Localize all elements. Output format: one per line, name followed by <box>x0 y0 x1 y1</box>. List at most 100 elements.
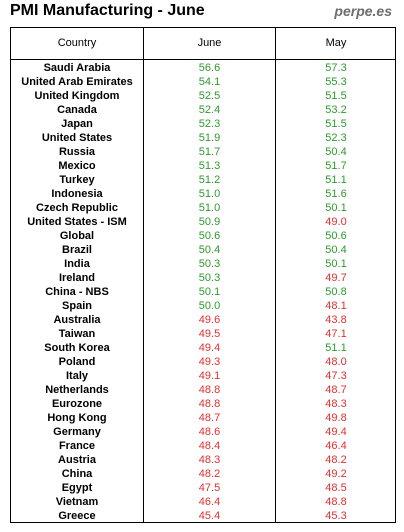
table-row: China - NBS 50.1 50.8 <box>11 285 395 299</box>
column-divider <box>275 28 276 522</box>
table-row: United Kingdom 52.5 51.5 <box>11 89 395 103</box>
june-value: 50.6 <box>198 230 221 242</box>
country-cell: China - NBS <box>45 286 109 298</box>
country-cell: Japan <box>61 118 93 130</box>
country-cell: Taiwan <box>58 328 96 340</box>
header-june: June <box>197 37 222 49</box>
may-value: 50.6 <box>325 230 347 242</box>
june-value: 52.5 <box>198 90 221 102</box>
june-value: 54.1 <box>198 76 221 88</box>
may-value: 51.1 <box>325 342 347 354</box>
country-cell: Eurozone <box>51 398 103 410</box>
june-value: 56.6 <box>198 62 221 74</box>
may-value: 51.7 <box>325 160 347 172</box>
table-row: Poland 49.3 48.0 <box>11 355 395 369</box>
country-cell: Australia <box>53 314 101 326</box>
table-row: Australia 49.6 43.8 <box>11 313 395 327</box>
june-value: 48.2 <box>198 468 221 480</box>
country-cell: Netherlands <box>45 384 109 396</box>
june-value: 51.3 <box>198 160 221 172</box>
country-cell: China <box>61 468 93 480</box>
june-value: 52.4 <box>198 104 221 116</box>
table-row: Netherlands 48.8 48.7 <box>11 383 395 397</box>
may-value: 48.7 <box>325 384 347 396</box>
country-cell: Mexico <box>58 160 96 172</box>
may-value: 49.8 <box>325 412 347 424</box>
table-row: Spain 50.0 48.1 <box>11 299 395 313</box>
june-value: 48.6 <box>198 426 221 438</box>
june-value: 50.1 <box>198 286 221 298</box>
june-value: 51.7 <box>198 146 221 158</box>
may-value: 48.8 <box>325 496 347 508</box>
header-divider <box>11 59 395 60</box>
june-value: 48.8 <box>198 398 221 410</box>
country-cell: Canada <box>57 104 97 116</box>
june-value: 50.3 <box>198 258 221 270</box>
country-cell: United States <box>41 132 113 144</box>
june-value: 46.4 <box>198 496 221 508</box>
column-divider <box>143 28 144 522</box>
pmi-table: Country June May Saudi Arabia 56.6 57.3 Uni… <box>10 27 396 523</box>
table-row: Czech Republic 51.0 50.1 <box>11 201 395 215</box>
may-value: 47.3 <box>325 370 347 382</box>
header-may: May <box>325 37 347 49</box>
country-cell: Brazil <box>62 244 92 256</box>
country-cell: India <box>64 258 90 270</box>
table-row: China 48.2 49.2 <box>11 467 395 481</box>
table-row: France 48.4 46.4 <box>11 439 395 453</box>
country-cell: France <box>58 440 96 452</box>
june-value: 48.7 <box>198 412 221 424</box>
table-row: Global 50.6 50.6 <box>11 229 395 243</box>
table-row: Russia 51.7 50.4 <box>11 145 395 159</box>
may-value: 49.2 <box>325 468 347 480</box>
table-row: Saudi Arabia 56.6 57.3 <box>11 61 395 75</box>
may-value: 50.1 <box>325 258 347 270</box>
country-cell: Germany <box>53 426 101 438</box>
header-country: Country <box>57 37 97 49</box>
country-cell: Saudi Arabia <box>43 62 111 74</box>
may-value: 49.7 <box>325 272 347 284</box>
may-value: 53.2 <box>325 104 347 116</box>
country-cell: Czech Republic <box>36 202 118 214</box>
table-row: South Korea 49.4 51.1 <box>11 341 395 355</box>
may-value: 49.0 <box>325 216 347 228</box>
june-value: 51.2 <box>198 174 221 186</box>
table-row: Vietnam 46.4 48.8 <box>11 495 395 509</box>
june-value: 49.1 <box>198 370 221 382</box>
june-value: 49.4 <box>198 342 221 354</box>
may-value: 48.5 <box>325 482 347 494</box>
country-cell: Indonesia <box>51 188 103 200</box>
may-value: 48.3 <box>325 398 347 410</box>
may-value: 48.2 <box>325 454 347 466</box>
country-cell: United Arab Emirates <box>21 76 133 88</box>
table-row: Turkey 51.2 51.1 <box>11 173 395 187</box>
may-value: 50.4 <box>325 244 347 256</box>
may-value: 51.6 <box>325 188 347 200</box>
may-value: 43.8 <box>325 314 347 326</box>
june-value: 50.9 <box>198 216 221 228</box>
table-row: Brazil 50.4 50.4 <box>11 243 395 257</box>
country-cell: Italy <box>65 370 88 382</box>
may-value: 45.3 <box>325 510 347 522</box>
country-cell: South Korea <box>44 342 110 354</box>
may-value: 50.4 <box>325 146 347 158</box>
country-cell: Egypt <box>61 482 93 494</box>
table-row: Greece 45.4 45.3 <box>11 509 395 523</box>
may-value: 55.3 <box>325 76 347 88</box>
country-cell: Austria <box>58 454 96 466</box>
country-cell: Global <box>59 230 95 242</box>
june-value: 51.0 <box>198 188 221 200</box>
country-cell: Spain <box>62 300 92 312</box>
table-row: Indonesia 51.0 51.6 <box>11 187 395 201</box>
country-cell: Russia <box>58 146 96 158</box>
may-value: 47.1 <box>325 328 347 340</box>
june-value: 47.5 <box>198 482 221 494</box>
may-value: 48.1 <box>325 300 347 312</box>
may-value: 52.3 <box>325 132 347 144</box>
table-row: Taiwan 49.5 47.1 <box>11 327 395 341</box>
june-value: 49.3 <box>198 356 221 368</box>
may-value: 50.1 <box>325 202 347 214</box>
june-value: 50.4 <box>198 244 221 256</box>
country-cell: United States - ISM <box>27 216 127 228</box>
june-value: 48.4 <box>198 440 221 452</box>
